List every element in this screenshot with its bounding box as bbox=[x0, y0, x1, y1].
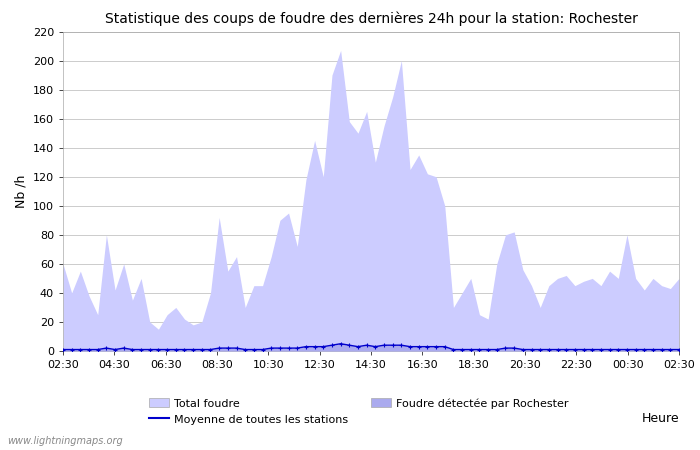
Title: Statistique des coups de foudre des dernières 24h pour la station: Rochester: Statistique des coups de foudre des dern… bbox=[104, 12, 638, 26]
Text: Heure: Heure bbox=[641, 412, 679, 425]
Legend: Total foudre, Moyenne de toutes les stations, Foudre détectée par Rochester: Total foudre, Moyenne de toutes les stat… bbox=[148, 398, 568, 425]
Y-axis label: Nb /h: Nb /h bbox=[14, 175, 27, 208]
Text: www.lightningmaps.org: www.lightningmaps.org bbox=[7, 436, 122, 446]
